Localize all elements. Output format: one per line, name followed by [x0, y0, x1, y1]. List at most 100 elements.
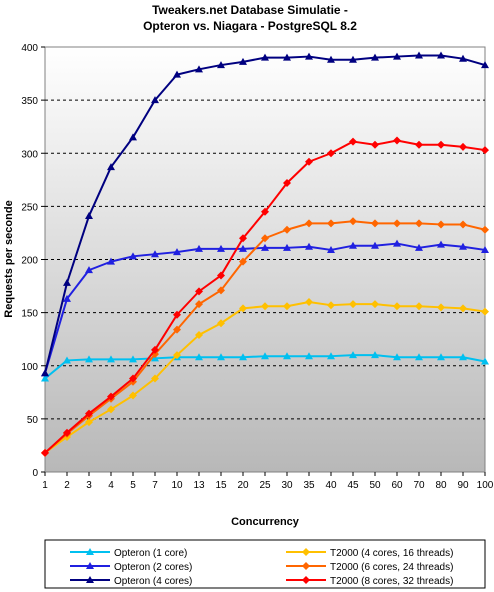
data-point — [283, 302, 291, 311]
data-point — [415, 243, 423, 251]
series-6 — [41, 136, 489, 457]
y-tick-label: 0 — [32, 468, 38, 479]
data-point — [195, 300, 203, 309]
data-point — [151, 345, 159, 354]
data-point — [261, 234, 269, 243]
data-point — [195, 330, 203, 339]
data-point — [393, 52, 401, 60]
data-point — [415, 140, 423, 149]
x-tick-label: 25 — [259, 480, 271, 491]
data-point — [239, 257, 247, 266]
data-point — [327, 55, 335, 63]
data-point — [327, 149, 335, 158]
data-point — [173, 310, 181, 319]
data-point — [239, 353, 247, 361]
x-tick-label: 1 — [42, 480, 48, 491]
data-point — [349, 300, 357, 309]
legend-label: T2000 (8 cores, 32 threads) — [330, 576, 453, 587]
x-tick-label: 7 — [152, 480, 158, 491]
data-point — [415, 219, 423, 228]
data-point — [63, 294, 71, 302]
legend-item: T2000 (8 cores, 32 threads) — [286, 576, 453, 587]
data-point — [459, 142, 467, 151]
data-point — [305, 157, 313, 166]
data-point — [239, 234, 247, 243]
series-4 — [41, 298, 489, 457]
data-point — [173, 325, 181, 334]
y-tick-label: 250 — [21, 202, 38, 213]
y-tick-label: 350 — [21, 96, 38, 107]
x-tick-label: 70 — [413, 480, 425, 491]
x-tick-label: 100 — [477, 480, 494, 491]
legend-item: Opteron (2 cores) — [70, 562, 192, 573]
legend-swatch-marker — [302, 562, 310, 570]
data-point — [349, 351, 357, 359]
data-point — [327, 352, 335, 360]
data-point — [107, 392, 115, 401]
y-tick-label: 50 — [27, 415, 39, 426]
data-point — [459, 54, 467, 62]
data-point — [173, 351, 181, 360]
data-point — [393, 136, 401, 145]
data-point — [305, 352, 313, 360]
data-point — [481, 61, 489, 69]
chart-title: Tweakers.net Database Simulatie - — [152, 3, 348, 17]
x-tick-label: 15 — [215, 480, 227, 491]
data-point — [305, 242, 313, 250]
legend-item: Opteron (4 cores) — [70, 576, 192, 587]
y-tick-label: 400 — [21, 43, 38, 54]
data-point — [327, 219, 335, 228]
data-point — [217, 271, 225, 280]
data-point — [481, 357, 489, 365]
data-point — [481, 146, 489, 155]
data-point — [459, 304, 467, 313]
y-axis-title: Requests per seconde — [3, 200, 15, 317]
legend-swatch-marker — [86, 576, 94, 583]
data-point — [371, 219, 379, 228]
x-tick-label: 5 — [130, 480, 136, 491]
x-tick-label: 45 — [347, 480, 359, 491]
data-point — [261, 302, 269, 311]
data-point — [437, 353, 445, 361]
data-point — [195, 244, 203, 252]
data-point — [437, 240, 445, 248]
data-point — [349, 241, 357, 249]
data-point — [349, 217, 357, 226]
y-tick-label: 200 — [21, 256, 38, 267]
y-tick-label: 100 — [21, 362, 38, 373]
chart-subtitle: Opteron vs. Niagara - PostgreSQL 8.2 — [143, 19, 357, 33]
data-point — [107, 405, 115, 414]
data-point — [459, 353, 467, 361]
data-point — [393, 353, 401, 361]
series-3 — [41, 51, 489, 377]
data-point — [129, 391, 137, 400]
data-point — [261, 243, 269, 251]
data-point — [151, 250, 159, 258]
data-point — [415, 302, 423, 311]
data-point — [217, 319, 225, 328]
data-point — [41, 448, 49, 457]
data-point — [327, 301, 335, 310]
x-tick-label: 90 — [457, 480, 469, 491]
data-point — [129, 374, 137, 383]
data-point — [283, 225, 291, 234]
data-point — [129, 355, 137, 363]
data-point — [305, 219, 313, 228]
y-tick-label: 150 — [21, 309, 38, 320]
data-point — [283, 53, 291, 61]
data-point — [305, 298, 313, 306]
data-point — [437, 140, 445, 149]
data-point — [437, 51, 445, 59]
legend-swatch-marker — [302, 576, 310, 584]
x-tick-label: 35 — [303, 480, 315, 491]
data-point — [437, 303, 445, 312]
series-group — [41, 51, 489, 457]
data-point — [151, 96, 159, 104]
data-point — [63, 356, 71, 364]
data-point — [371, 241, 379, 249]
data-point — [239, 304, 247, 313]
x-tick-label: 50 — [369, 480, 381, 491]
x-tick-label: 2 — [64, 480, 70, 491]
series-1 — [41, 351, 489, 382]
